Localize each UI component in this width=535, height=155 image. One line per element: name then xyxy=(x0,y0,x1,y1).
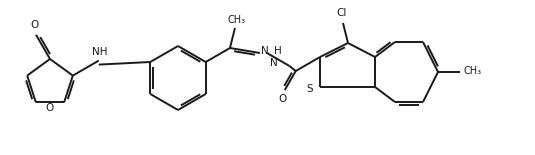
Text: CH₃: CH₃ xyxy=(463,66,481,76)
Text: H: H xyxy=(274,46,282,57)
Text: NH: NH xyxy=(92,47,108,57)
Text: CH₃: CH₃ xyxy=(228,15,246,25)
Text: O: O xyxy=(279,94,287,104)
Text: O: O xyxy=(30,20,38,30)
Text: S: S xyxy=(307,84,313,94)
Text: Cl: Cl xyxy=(337,8,347,18)
Text: N: N xyxy=(261,46,269,56)
Text: N: N xyxy=(270,58,278,69)
Text: O: O xyxy=(46,103,54,113)
